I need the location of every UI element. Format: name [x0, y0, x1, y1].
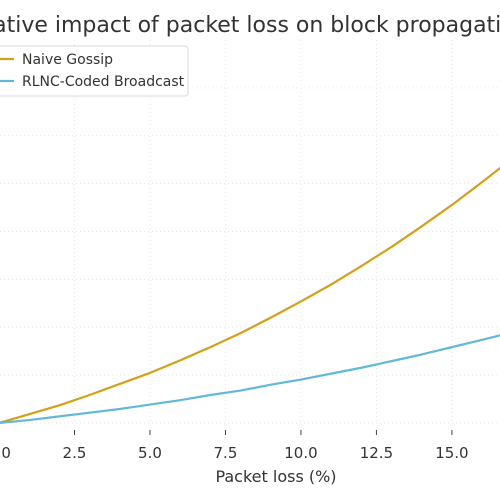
x-tick-label: 15.0	[435, 444, 468, 462]
legend: Naive Gossip RLNC-Coded Broadcast	[0, 45, 189, 97]
series-line-rlnc-coded-broadcast	[0, 334, 500, 425]
x-tick-label: 7.5	[214, 444, 238, 462]
series-lines	[0, 166, 500, 425]
x-axis-label: Packet loss (%)	[215, 467, 336, 486]
chart-title: Illustrative impact of packet loss on bl…	[0, 13, 500, 38]
series-line-naive-gossip	[0, 166, 500, 424]
x-tick-label: 12.5	[360, 444, 393, 462]
x-axis-ticks: 0.02.55.07.510.012.515.017.5	[0, 430, 469, 462]
legend-label-rlnc-coded-broadcast: RLNC-Coded Broadcast	[22, 74, 185, 90]
x-tick-label: 2.5	[63, 444, 87, 462]
x-tick-label: 10.0	[284, 444, 317, 462]
legend-label-naive-gossip: Naive Gossip	[22, 52, 113, 68]
gridlines	[0, 40, 500, 424]
x-tick-label: 0.0	[0, 444, 11, 462]
x-tick-label: 5.0	[138, 444, 162, 462]
legend-box	[0, 45, 189, 97]
